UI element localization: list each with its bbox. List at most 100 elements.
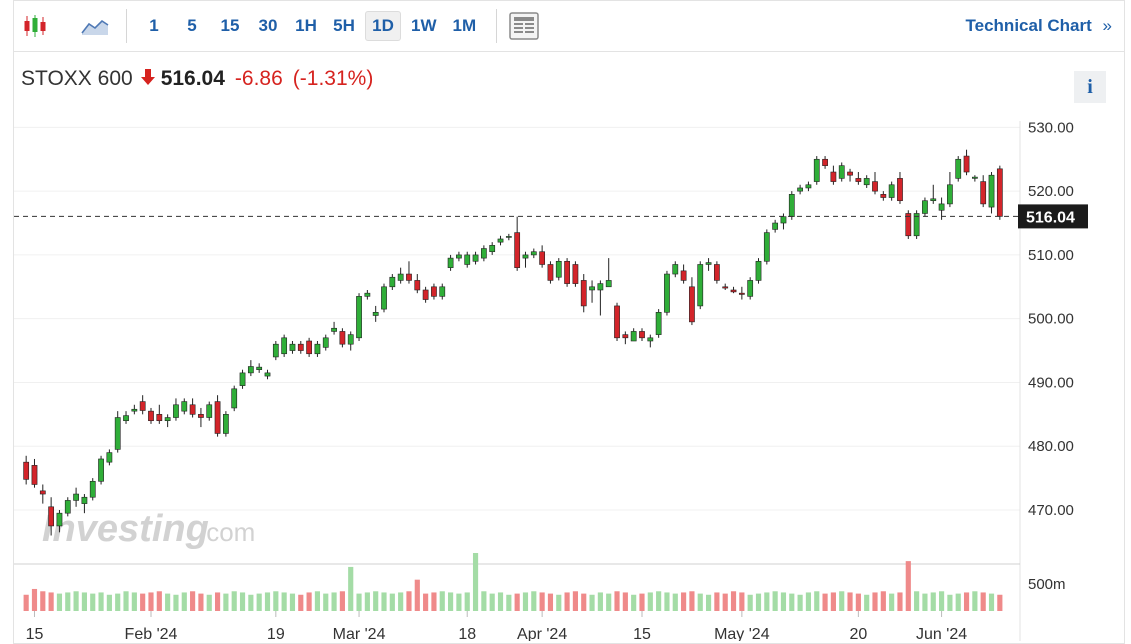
candle [555, 260, 562, 278]
candle [223, 414, 229, 434]
volume-bar [855, 593, 861, 611]
volume-bar [264, 592, 271, 611]
volume-bar [489, 593, 495, 611]
watermark-brand: Investing [42, 508, 209, 550]
instrument-name: STOXX 600 [21, 67, 133, 90]
volume-bar [722, 593, 728, 611]
volume-bar [65, 592, 71, 611]
candle [522, 254, 529, 259]
candle [447, 257, 454, 268]
candle [797, 187, 803, 192]
chart-toolbar: 1 5 15 30 1H 5H 1D 1W 1M Technical Chart » [14, 1, 1124, 52]
candle [863, 178, 870, 186]
interval-15[interactable]: 15 [220, 16, 240, 35]
volume-bar [606, 593, 612, 611]
interval-5h[interactable]: 5H [333, 16, 355, 35]
interval-1m[interactable]: 1M [452, 16, 477, 35]
candlestick-icon[interactable] [18, 9, 52, 43]
volume-bar [456, 593, 462, 611]
volume-bar [472, 553, 479, 611]
volume-bar [40, 591, 46, 611]
volume-bar [647, 592, 653, 611]
volume-bar [681, 592, 687, 611]
candle [297, 343, 304, 351]
candle [697, 264, 704, 307]
volume-bar [464, 592, 470, 611]
candle [464, 254, 471, 265]
volume-bar [514, 593, 520, 611]
volume-bar [339, 591, 345, 611]
interval-1w[interactable]: 1W [411, 16, 437, 35]
technical-chart-label: Technical Chart [965, 16, 1092, 35]
volume-bar [106, 594, 112, 611]
candle [639, 331, 645, 339]
volume-bar [772, 591, 778, 611]
volume-bar [481, 591, 487, 611]
investing-watermark: Investing .com [42, 508, 255, 550]
candle [947, 184, 953, 205]
candle [289, 343, 296, 351]
volume-bar [373, 591, 379, 611]
candle [372, 312, 379, 316]
volume-bar [864, 594, 870, 611]
technical-chart-link[interactable]: Technical Chart » [966, 16, 1112, 36]
volume-bar [672, 593, 678, 611]
interval-1[interactable]: 1 [149, 16, 159, 35]
candle [572, 264, 579, 284]
candle [922, 200, 928, 214]
volume-bar [239, 592, 246, 611]
volume-bar [780, 592, 787, 611]
interval-1h[interactable]: 1H [295, 16, 317, 35]
candle [206, 404, 213, 418]
volume-bar [98, 592, 104, 611]
volume-bar [789, 593, 795, 611]
candle [389, 276, 396, 288]
volume-bar [755, 593, 762, 611]
interval-1d[interactable]: 1D [365, 11, 401, 41]
candle [971, 176, 978, 179]
interval-30[interactable]: 30 [258, 16, 278, 35]
volume-bar [214, 592, 221, 611]
candlestick-chart[interactable]: Investing .com 530.00 520.00 510.00 500.00 4… [14, 121, 1124, 641]
volume-bar [423, 593, 429, 611]
volume-bar [797, 594, 803, 611]
volume-bar [697, 593, 703, 611]
volume-bar [181, 592, 187, 611]
volume-bar [165, 593, 171, 611]
volume-bar [922, 593, 928, 611]
candle [672, 264, 679, 275]
candle [64, 500, 71, 514]
volume-bar [656, 591, 662, 611]
price-change-percent: (-1.31%) [292, 67, 374, 90]
candle [114, 417, 121, 450]
interval-5[interactable]: 5 [187, 16, 197, 35]
volume-bar [256, 593, 262, 611]
candle [788, 194, 795, 217]
candle [822, 158, 828, 166]
candle [730, 289, 737, 293]
volume-bar [206, 594, 212, 611]
volume-bar [173, 594, 179, 611]
candle [813, 158, 820, 182]
candle [214, 401, 221, 434]
table-view-icon[interactable] [507, 9, 541, 43]
candle [680, 270, 687, 281]
volume-bar [389, 593, 395, 611]
volume-bar [822, 593, 828, 611]
volume-bar [48, 592, 54, 611]
volume-bar [739, 592, 745, 611]
x-tick-label: Mar '24 [333, 626, 386, 641]
candle [847, 171, 853, 176]
info-button[interactable]: i [1074, 71, 1106, 103]
candle [231, 388, 238, 409]
candle [489, 245, 496, 253]
volume-bar [56, 593, 63, 611]
info-icon: i [1087, 75, 1093, 98]
volume-bar [547, 593, 554, 611]
volume-bar [406, 591, 412, 611]
candle [98, 458, 104, 482]
area-chart-icon[interactable] [78, 9, 112, 43]
candle [239, 372, 246, 386]
candle [830, 171, 837, 182]
volume-bar [448, 592, 454, 611]
